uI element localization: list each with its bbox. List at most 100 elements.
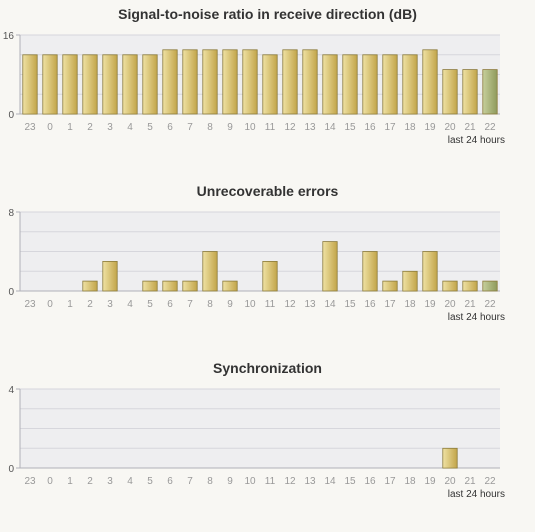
x-tick-label: 15 <box>344 122 356 133</box>
bar-10 <box>242 49 258 115</box>
x-tick-label: 17 <box>384 299 396 310</box>
bar-16 <box>362 54 378 115</box>
x-tick-label: 14 <box>324 299 336 310</box>
bar-20 <box>442 69 458 115</box>
x-tick-label: 2 <box>87 476 93 487</box>
x-tick-label: 4 <box>127 476 133 487</box>
x-tick-label: 8 <box>207 122 213 133</box>
x-tick-label: 3 <box>107 122 113 133</box>
bar-4 <box>122 54 138 115</box>
chart-panel-errors: Unrecoverable errors 8 0 23 0 1 2 3 4 5 6 7 8 9 10 11 1… <box>0 183 535 355</box>
bar-16 <box>362 251 378 292</box>
x-tick-label: 21 <box>464 122 476 133</box>
x-tick-label: 5 <box>147 476 153 487</box>
x-tick-label: 10 <box>244 476 256 487</box>
chart-panel-snr: Signal-to-noise ratio in receive directi… <box>0 6 535 178</box>
x-tick-label: 9 <box>227 299 233 310</box>
x-tick-label: 20 <box>444 299 456 310</box>
bar-20 <box>442 447 458 469</box>
x-tick-label: 16 <box>364 476 376 487</box>
bar-22 <box>482 280 498 292</box>
bar-23 <box>22 54 38 115</box>
bar-5 <box>142 54 158 115</box>
x-tick-label: 5 <box>147 122 153 133</box>
x-tick-label: 7 <box>187 299 193 310</box>
footnote: last 24 hours <box>448 312 505 323</box>
y-tick-label: 4 <box>8 385 14 396</box>
x-tick-label: 0 <box>47 299 53 310</box>
x-tick-label: 6 <box>167 476 173 487</box>
bar-20 <box>442 280 458 292</box>
x-tick-label: 15 <box>344 299 356 310</box>
y-tick-label: 16 <box>3 31 15 42</box>
bar-3 <box>102 261 118 292</box>
bar-11 <box>262 54 278 115</box>
x-tick-label: 1 <box>67 299 73 310</box>
x-tick-label: 19 <box>424 122 436 133</box>
x-tick-label: 17 <box>384 476 396 487</box>
bar-11 <box>262 261 278 292</box>
x-tick-label: 10 <box>244 122 256 133</box>
x-tick-label: 11 <box>265 122 276 133</box>
bar-19 <box>422 49 438 115</box>
footnote: last 24 hours <box>448 135 505 146</box>
x-tick-label: 14 <box>324 476 336 487</box>
x-tick-label: 12 <box>284 122 296 133</box>
bar-6 <box>162 49 178 115</box>
bar-13 <box>302 49 318 115</box>
x-tick-label: 7 <box>187 476 193 487</box>
x-tick-label: 23 <box>24 122 36 133</box>
bar-8 <box>202 251 218 292</box>
x-tick-label: 23 <box>24 476 36 487</box>
x-tick-label: 6 <box>167 299 173 310</box>
x-tick-label: 15 <box>344 476 356 487</box>
x-tick-label: 2 <box>87 122 93 133</box>
x-tick-label: 20 <box>444 476 456 487</box>
y-tick-label: 0 <box>8 110 14 121</box>
bar-1 <box>62 54 78 115</box>
x-tick-label: 3 <box>107 299 113 310</box>
x-tick-label: 22 <box>484 299 496 310</box>
x-tick-label: 10 <box>244 299 256 310</box>
x-tick-label: 18 <box>404 476 416 487</box>
bar-5 <box>142 280 158 292</box>
chart-title: Synchronization <box>213 360 322 376</box>
bar-6 <box>162 280 178 292</box>
bar-14 <box>322 54 338 115</box>
x-tick-label: 2 <box>87 299 93 310</box>
x-tick-label: 22 <box>484 476 496 487</box>
bar-2 <box>82 54 98 115</box>
x-tick-label: 0 <box>47 476 53 487</box>
bar-19 <box>422 251 438 292</box>
chart-title: Signal-to-noise ratio in receive directi… <box>118 6 417 22</box>
x-tick-label: 21 <box>464 476 476 487</box>
x-tick-label: 4 <box>127 122 133 133</box>
chart-panel-sync: Synchronization 4 0 23 0 1 2 3 4 5 6 7 8 9 10 11 12 13 14… <box>0 360 535 532</box>
x-tick-label: 9 <box>227 476 233 487</box>
bar-7 <box>182 49 198 115</box>
bar-18 <box>402 270 418 292</box>
x-tick-label: 17 <box>384 122 396 133</box>
x-tick-label: 7 <box>187 122 193 133</box>
bar-3 <box>102 54 118 115</box>
y-tick-label: 0 <box>8 464 14 475</box>
bar-7 <box>182 280 198 292</box>
bar-22 <box>482 69 498 115</box>
bar-9 <box>222 49 238 115</box>
y-tick-label: 0 <box>8 287 14 298</box>
bar-21 <box>462 69 478 115</box>
bar-18 <box>402 54 418 115</box>
x-tick-label: 11 <box>265 299 276 310</box>
x-tick-label: 13 <box>304 299 316 310</box>
x-tick-label: 5 <box>147 299 153 310</box>
x-tick-label: 19 <box>424 476 436 487</box>
bar-21 <box>462 280 478 292</box>
bar-14 <box>322 241 338 292</box>
bar-2 <box>82 280 98 292</box>
x-tick-label: 9 <box>227 122 233 133</box>
x-tick-label: 12 <box>284 476 296 487</box>
x-tick-label: 16 <box>364 299 376 310</box>
